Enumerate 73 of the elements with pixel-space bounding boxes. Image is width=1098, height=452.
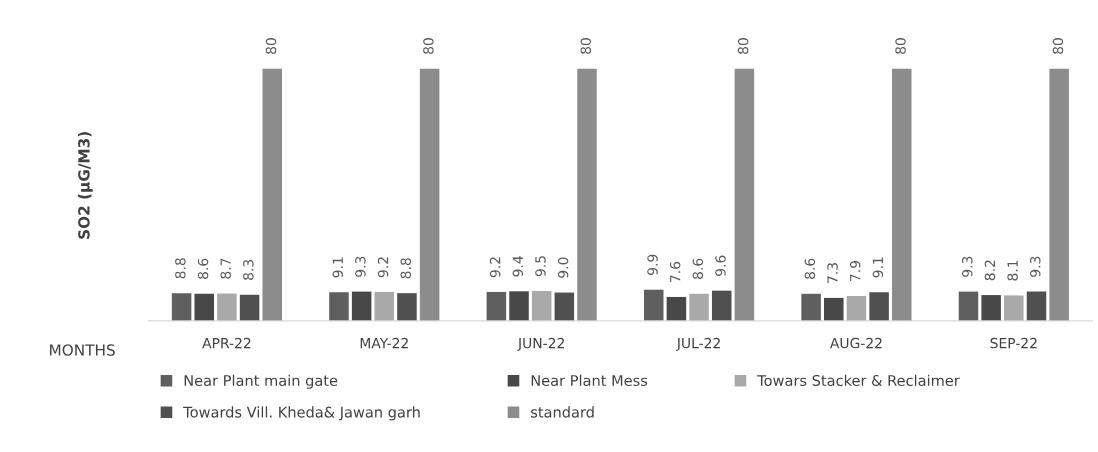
bar: [217, 293, 237, 321]
data-label: 9.3: [962, 256, 973, 277]
bar: [824, 297, 844, 321]
bar: [689, 293, 709, 321]
x-tick-label: JUN-22: [517, 337, 564, 351]
data-label: 9.2: [377, 257, 389, 278]
data-label: 7.9: [849, 261, 861, 281]
data-label: 80: [737, 38, 749, 54]
data-label: 9.1: [332, 257, 343, 278]
bar: [1004, 295, 1024, 321]
y-axis-title: SO2 (µG/M3): [77, 132, 93, 239]
data-label: 8.3: [243, 259, 254, 280]
data-label: 9.1: [872, 257, 884, 278]
bar: [171, 293, 192, 321]
x-axis-title: MONTHS: [50, 344, 115, 356]
data-label: 80: [895, 38, 906, 54]
bar: [531, 290, 552, 321]
data-label: 8.6: [197, 258, 209, 279]
bar: [892, 68, 912, 321]
bar: [643, 289, 664, 321]
bar: [711, 290, 732, 321]
data-label: 7.6: [669, 261, 681, 282]
bar: [1049, 68, 1069, 321]
data-label: 80: [265, 38, 277, 54]
bar: [554, 292, 575, 321]
bar: [734, 68, 755, 321]
data-label: 7.3: [827, 263, 838, 283]
bar: [397, 293, 417, 321]
data-label: 8.8: [175, 258, 186, 279]
legend-label: Towars Stacker & Reclaimer: [757, 374, 960, 387]
data-label: 9.9: [647, 254, 658, 275]
legend-label: Towards Vill. Kheda& Jawan garh: [183, 406, 420, 421]
data-label: 9.3: [1030, 256, 1041, 277]
bar: [329, 292, 349, 321]
data-label: 8.6: [692, 258, 704, 279]
data-label: 8.7: [220, 258, 231, 279]
data-label: 8.2: [984, 260, 996, 281]
data-label: 8.6: [804, 258, 816, 279]
data-label: 9.4: [512, 256, 524, 277]
x-tick-label: AUG-22: [829, 337, 882, 349]
legend-label: standard: [531, 406, 594, 418]
data-label: 9.3: [355, 256, 366, 277]
legend-label: Near Plant Mess: [531, 374, 648, 387]
bar: [577, 68, 597, 321]
bar: [194, 293, 215, 321]
data-label: 9.0: [557, 257, 569, 278]
bar: [262, 68, 282, 321]
bar: [801, 293, 821, 321]
bar: [351, 291, 372, 321]
bar: [846, 296, 867, 321]
data-label: 9.5: [535, 256, 546, 277]
bar: [239, 294, 260, 321]
x-tick-label: SEP-22: [990, 337, 1037, 349]
data-label: 9.6: [715, 255, 726, 276]
bar: [374, 291, 395, 321]
data-label: 9.2: [489, 257, 501, 278]
bar: [486, 291, 507, 321]
bar: [981, 295, 1001, 321]
x-tick-label: JUL-22: [676, 337, 720, 351]
x-tick-label: MAY-22: [360, 337, 408, 349]
bar: [666, 296, 687, 321]
data-label: 8.1: [1007, 260, 1018, 281]
bar: [509, 291, 529, 321]
x-tick-label: APR-22: [202, 337, 251, 349]
data-label: 8.8: [400, 258, 411, 279]
data-label: 80: [1052, 38, 1064, 54]
bar: [1026, 291, 1047, 321]
bar: [869, 292, 889, 321]
bar: [419, 68, 440, 321]
legend-label: Near Plant main gate: [184, 374, 338, 389]
bar: [958, 291, 979, 321]
data-label: 80: [423, 38, 434, 54]
data-label: 80: [580, 38, 592, 54]
